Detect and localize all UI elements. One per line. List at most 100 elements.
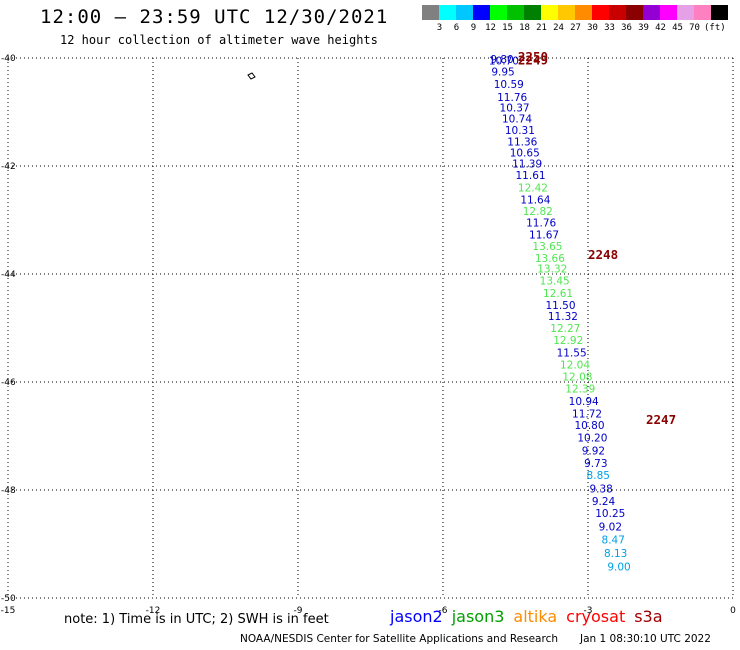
satellite-legend: jason2 jason3 altika cryosat s3a [390, 607, 672, 626]
wave-height-label: 10.74 [502, 113, 532, 125]
pass-time-label: 2250 [518, 49, 548, 64]
legend-item: cryosat [566, 607, 626, 626]
y-tick-label: -48 [1, 486, 16, 496]
colorbar-swatch [490, 5, 507, 20]
colorbar-swatch [422, 5, 439, 20]
pass-time-label: 2249 [518, 53, 548, 68]
wave-height-label: 10.59 [494, 79, 524, 91]
wave-height-label: 11.39 [512, 158, 542, 170]
colorbar-label: 33 [604, 23, 615, 33]
wave-height-label: 10.65 [510, 148, 540, 160]
wave-height-label: 12.08 [562, 372, 592, 384]
colorbar-swatch [558, 5, 575, 20]
colorbar-swatch [609, 5, 626, 20]
x-tick-label: -15 [1, 606, 16, 616]
colorbar-swatch [694, 5, 711, 20]
wave-height-label: 9.95 [491, 67, 514, 79]
wave-height-label: 11.32 [548, 311, 578, 323]
colorbar-label: 39 [638, 23, 649, 33]
wave-height-label: 10.37 [500, 103, 530, 115]
wave-height-label: 11.50 [545, 300, 575, 312]
colorbar-label: 15 [502, 23, 513, 33]
wave-height-label: 11.61 [516, 170, 546, 182]
wave-height-label: 11.76 [497, 92, 527, 104]
wave-height-label: 13.45 [540, 275, 570, 287]
wave-height-label: 10.94 [569, 396, 599, 408]
wave-height-label: 8.47 [602, 535, 625, 547]
wave-height-label: 13.32 [537, 264, 567, 276]
wave-height-label: 9.80 [490, 54, 513, 66]
wave-height-label: 8.85 [587, 470, 610, 482]
colorbar-label: 70 [689, 23, 700, 33]
wave-height-label: 12.27 [550, 323, 580, 335]
wave-height-label: 9.92 [582, 446, 605, 458]
legend-item: altika [513, 607, 558, 626]
wave-height-label: 11.55 [557, 347, 587, 359]
colorbar-label: 6 [453, 23, 460, 33]
colorbar-label: 30 [587, 23, 598, 33]
legend-item: jason3 [451, 607, 505, 626]
colorbar-label: 42 [655, 23, 666, 33]
colorbar-swatch [592, 5, 609, 20]
wave-height-label: 9.02 [599, 522, 622, 534]
colorbar-swatch [575, 5, 592, 20]
y-tick-label: -40 [1, 54, 16, 64]
legend-item: s3a [634, 607, 663, 626]
pass-time-label: 2248 [588, 247, 618, 262]
colorbar-label: 9 [470, 23, 477, 33]
colorbar-label: 18 [519, 23, 530, 33]
colorbar-swatch [524, 5, 541, 20]
colorbar-swatch [456, 5, 473, 20]
wave-height-label: 12.61 [543, 288, 573, 300]
wave-height-label: 12.42 [518, 183, 548, 195]
island-outline [247, 72, 256, 80]
wave-height-label: 11.72 [572, 408, 602, 420]
wave-height-label: 9.00 [607, 562, 630, 574]
wave-height-label: 9.73 [584, 458, 607, 470]
colorbar-label: 21 [536, 23, 547, 33]
wave-height-label: 13.65 [532, 241, 562, 253]
colorbar-swatch [541, 5, 558, 20]
colorbar-unit: (ft) [704, 23, 726, 33]
wave-height-label: 12.82 [523, 206, 553, 218]
wave-height-label: 10.25 [595, 508, 625, 520]
wave-height-label: 8.13 [604, 548, 627, 560]
wave-height-label: 12.04 [560, 360, 590, 372]
units-note: note: 1) Time is in UTC; 2) SWH is in fe… [64, 612, 329, 627]
colorbar-swatch [711, 5, 728, 20]
colorbar-swatch [507, 5, 524, 20]
wave-height-label: 9.24 [592, 496, 616, 508]
y-tick-label: -50 [1, 594, 16, 604]
x-tick-label: -9 [294, 606, 303, 616]
wave-height-label: 10.31 [505, 125, 535, 137]
colorbar-swatch [677, 5, 694, 20]
colorbar-label: 12 [485, 23, 496, 33]
x-tick-label: -12 [146, 606, 161, 616]
x-tick-label: -3 [584, 606, 593, 616]
chart-title: 12:00 – 23:59 UTC 12/30/2021 [40, 6, 389, 28]
colorbar-swatch [660, 5, 677, 20]
wave-height-label: 10.80 [574, 420, 604, 432]
wave-height-label: 11.36 [507, 137, 537, 149]
colorbar-swatch [473, 5, 490, 20]
y-tick-label: -44 [1, 270, 16, 280]
colorbar-label: 24 [553, 23, 564, 33]
wave-height-label: 10.70 [489, 56, 519, 68]
wave-height-label: 11.76 [526, 218, 556, 230]
x-tick-label: -6 [439, 606, 448, 616]
y-tick-label: -46 [1, 378, 16, 388]
wave-height-label: 9.38 [589, 483, 612, 495]
colorbar-swatch [626, 5, 643, 20]
colorbar-swatch [643, 5, 660, 20]
credit-footer: NOAA/NESDIS Center for Satellite Applica… [240, 633, 558, 645]
wave-height-label: 10.20 [577, 433, 607, 445]
colorbar-label: 36 [621, 23, 632, 33]
wave-height-label: 11.67 [529, 230, 559, 242]
wave-height-label: 12.39 [565, 383, 595, 395]
x-tick-label: 0 [730, 606, 736, 616]
generated-timestamp: Jan 1 08:30:10 UTC 2022 [580, 633, 711, 645]
colorbar-label: 3 [436, 23, 443, 33]
wave-height-label: 13.66 [535, 253, 565, 265]
chart-subtitle: 12 hour collection of altimeter wave hei… [60, 33, 378, 47]
